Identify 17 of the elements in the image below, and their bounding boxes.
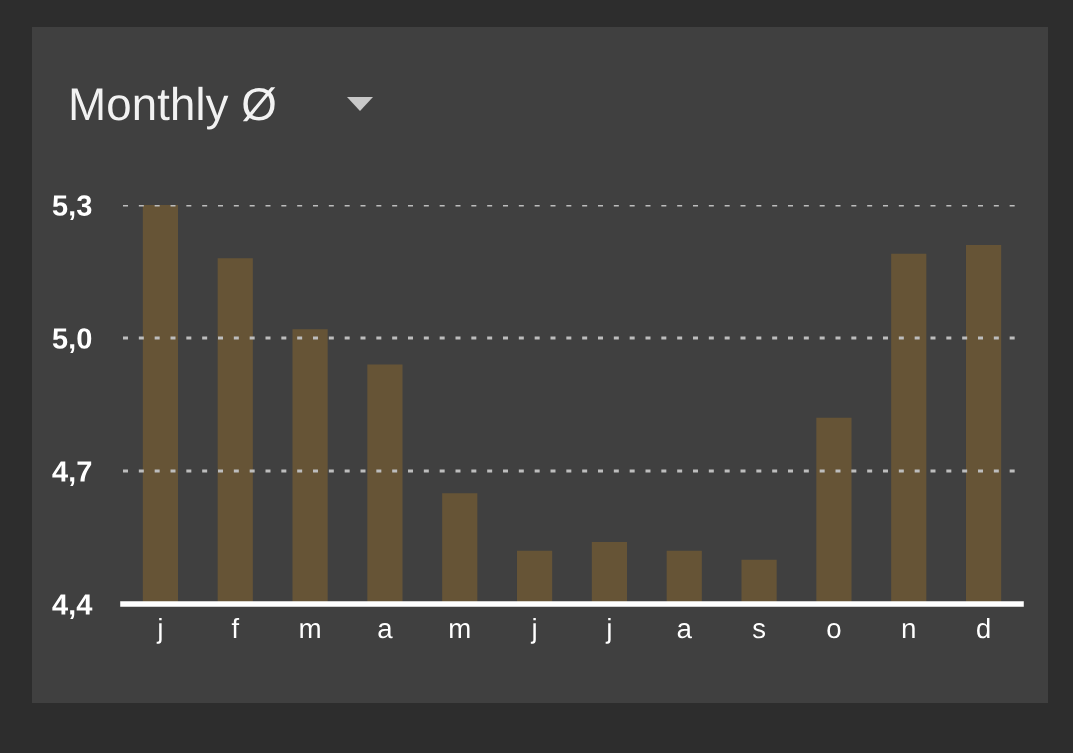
x-tick-label: j	[156, 617, 162, 644]
y-tick-label: 5,3	[52, 195, 92, 221]
x-tick-label: j	[605, 617, 611, 644]
x-tick-label: m	[450, 623, 470, 639]
x-tick-label: o	[827, 623, 841, 639]
x-tick-label: a	[378, 623, 393, 639]
x-tick-label: f	[231, 617, 240, 639]
x-tick-label: j	[530, 617, 536, 644]
x-tick-label: s	[752, 623, 766, 639]
x-tick-label: m	[300, 623, 320, 639]
x-tick-label: n	[902, 623, 915, 639]
chart-title: Monthly Ø	[71, 86, 276, 130]
x-tick-label: d	[977, 617, 990, 639]
x-tick-label: a	[677, 623, 692, 639]
y-tick-label: 4,4	[52, 594, 93, 620]
y-tick-label: 4,7	[52, 461, 92, 487]
y-tick-label: 5,0	[52, 328, 92, 354]
